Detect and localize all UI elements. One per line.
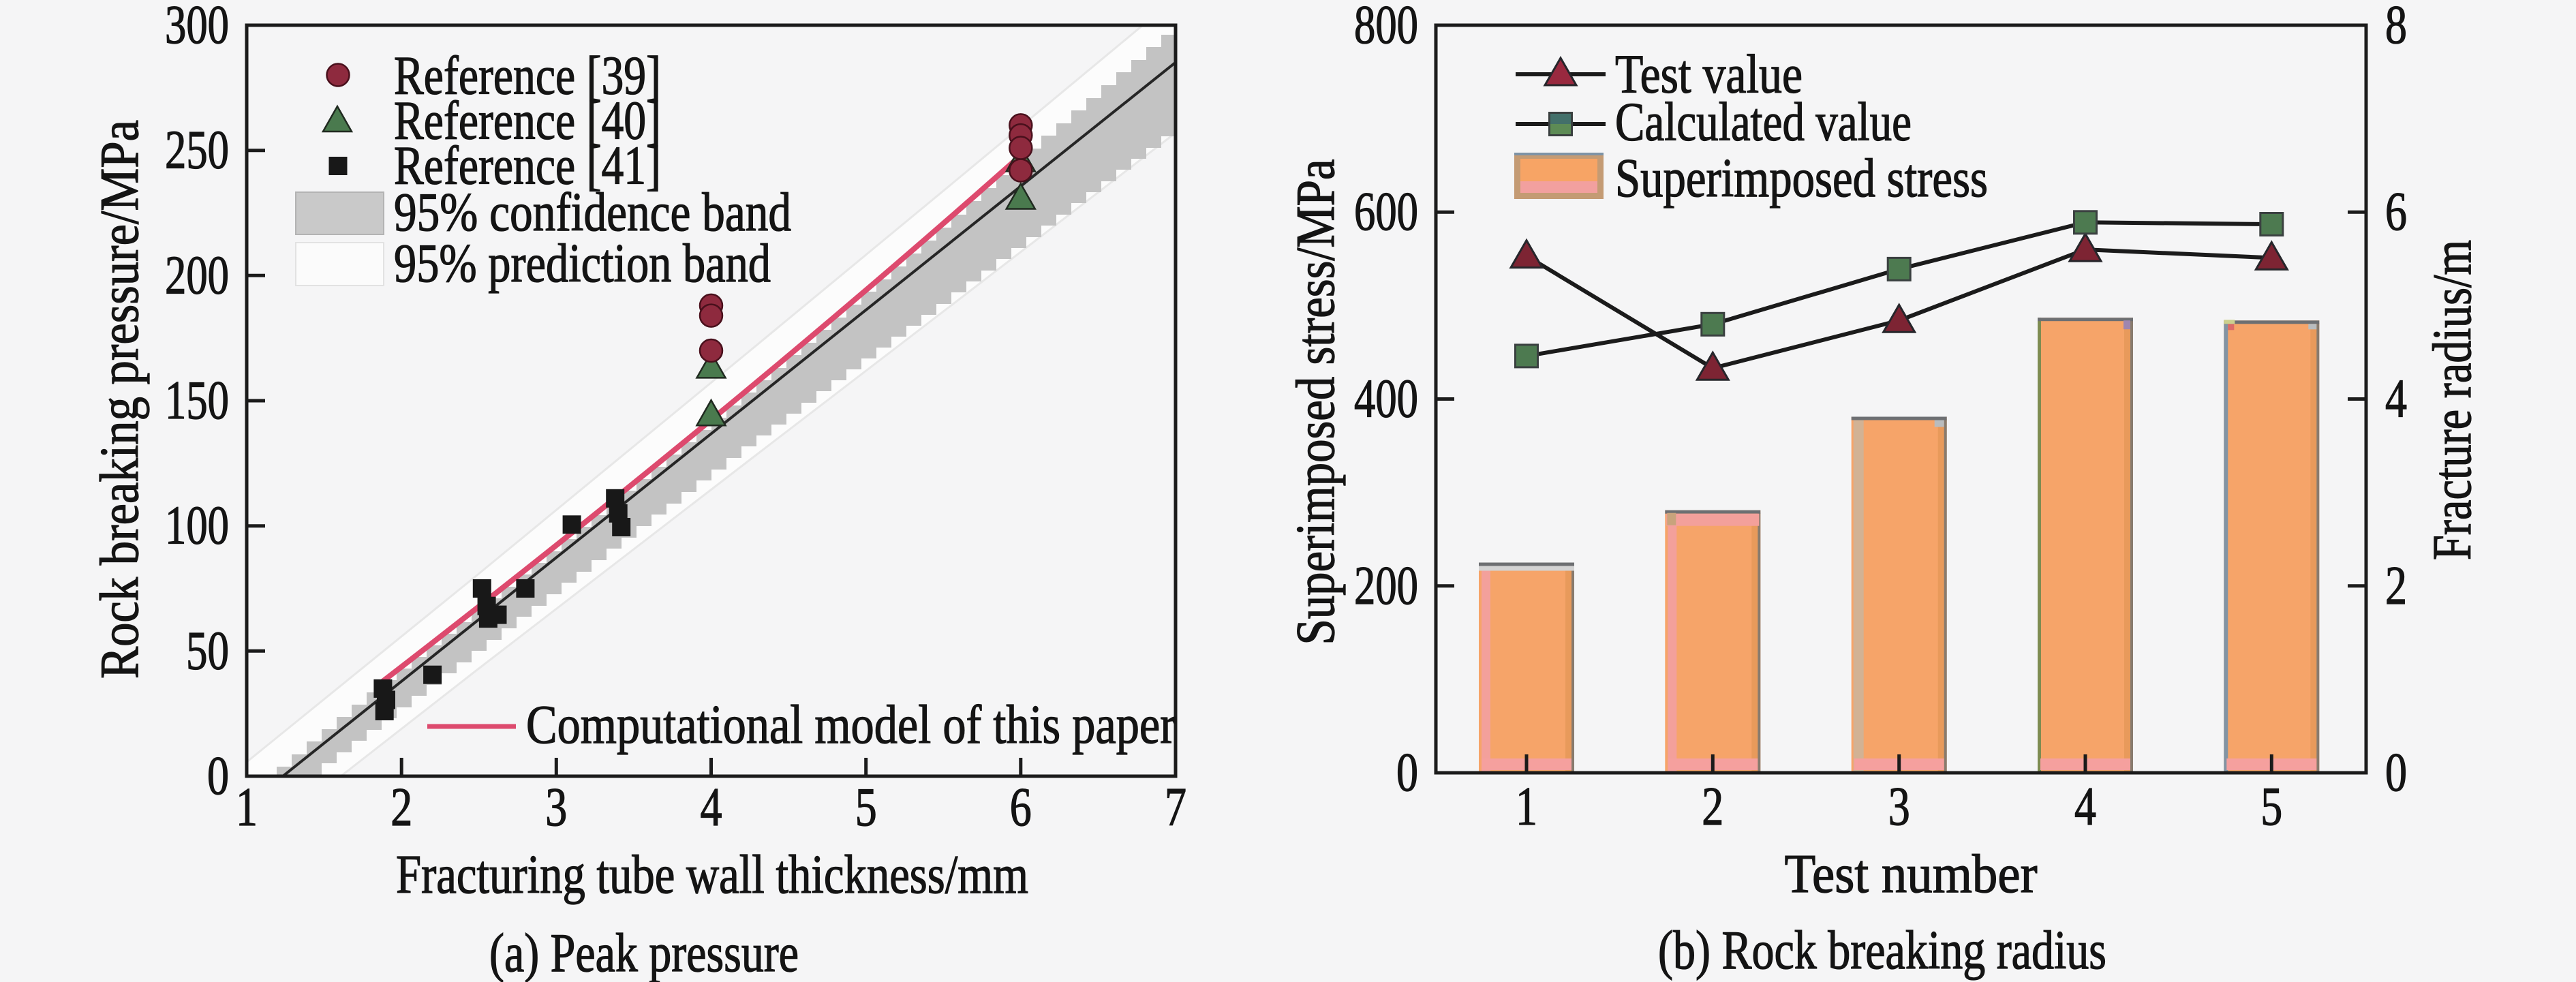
svg-text:95% confidence band: 95% confidence band: [394, 183, 791, 243]
svg-text:0: 0: [207, 746, 229, 806]
svg-text:6: 6: [1010, 778, 1032, 838]
svg-text:0: 0: [2385, 743, 2407, 803]
svg-text:Test value: Test value: [1615, 45, 1803, 105]
svg-text:Superimposed stress/MPa: Superimposed stress/MPa: [1286, 159, 1346, 645]
svg-text:Reference [41]: Reference [41]: [394, 136, 661, 196]
svg-text:Fracturing tube wall thickness: Fracturing tube wall thickness/mm: [396, 845, 1028, 905]
svg-text:5: 5: [2260, 777, 2282, 837]
svg-text:4: 4: [2074, 777, 2096, 837]
svg-text:(a) Peak pressure: (a) Peak pressure: [489, 923, 799, 982]
svg-text:Reference [40]: Reference [40]: [394, 91, 661, 151]
svg-text:95% prediction band: 95% prediction band: [394, 234, 771, 294]
svg-text:400: 400: [1354, 369, 1418, 429]
svg-text:150: 150: [165, 371, 229, 431]
svg-text:0: 0: [1396, 743, 1418, 803]
svg-text:Computational model of this pa: Computational model of this paper: [526, 695, 1176, 755]
svg-text:100: 100: [165, 496, 229, 556]
svg-text:250: 250: [165, 121, 229, 181]
svg-text:300: 300: [165, 0, 229, 55]
svg-text:Rock breaking pressure/MPa: Rock breaking pressure/MPa: [90, 120, 150, 679]
svg-text:800: 800: [1354, 0, 1418, 55]
svg-text:3: 3: [545, 778, 567, 838]
svg-text:Superimposed stress: Superimposed stress: [1615, 149, 1988, 209]
svg-text:Reference [39]: Reference [39]: [394, 46, 661, 106]
svg-text:2: 2: [1702, 777, 1723, 837]
svg-text:200: 200: [165, 245, 229, 305]
svg-text:4: 4: [2385, 369, 2407, 429]
svg-text:1: 1: [236, 778, 258, 838]
svg-text:50: 50: [186, 621, 229, 681]
svg-text:7: 7: [1165, 778, 1186, 838]
svg-text:2: 2: [390, 778, 412, 838]
svg-text:Fracture radius/m: Fracture radius/m: [2423, 240, 2483, 560]
svg-text:1: 1: [1516, 777, 1537, 837]
svg-text:4: 4: [701, 778, 722, 838]
svg-text:6: 6: [2385, 182, 2407, 242]
svg-text:600: 600: [1354, 182, 1418, 242]
svg-text:Test number: Test number: [1785, 844, 2038, 904]
svg-text:8: 8: [2385, 0, 2407, 55]
svg-text:5: 5: [855, 778, 877, 838]
svg-text:(b) Rock breaking radius: (b) Rock breaking radius: [1658, 921, 2106, 981]
svg-text:3: 3: [1888, 777, 1910, 837]
svg-text:200: 200: [1354, 556, 1418, 616]
svg-text:2: 2: [2385, 556, 2407, 616]
svg-text:Calculated value: Calculated value: [1615, 93, 1912, 153]
